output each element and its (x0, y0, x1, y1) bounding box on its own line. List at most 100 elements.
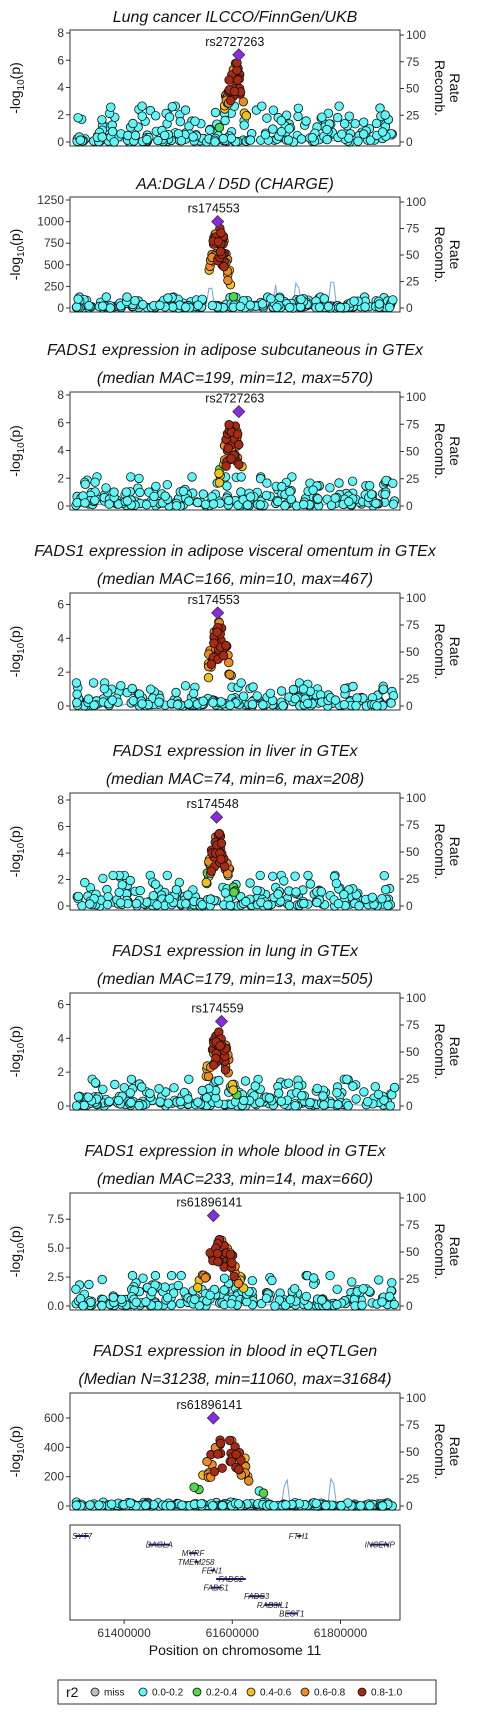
snp-point (188, 688, 199, 699)
snp-point (239, 120, 249, 130)
snp-point (359, 1087, 369, 1097)
y-tick-label: 4 (57, 846, 64, 860)
snp-point (200, 499, 211, 510)
snp-point (90, 495, 100, 506)
r-tick-label: 100 (406, 791, 426, 805)
snp-point (147, 1286, 157, 1297)
snp-point (206, 866, 217, 877)
y-tick-label: 2.5 (47, 1270, 64, 1284)
gene-label-rab3il1: RAB3IL1 (257, 1601, 289, 1610)
snp-point (85, 899, 95, 909)
snp-point (258, 1488, 269, 1498)
snp-point (389, 1299, 400, 1310)
snp-point (337, 129, 347, 139)
snp-point (212, 627, 222, 637)
snp-point (214, 828, 225, 839)
snp-point (83, 694, 94, 704)
r-tick-label: 100 (406, 991, 426, 1005)
panel-title: (Median N=31238, min=11060, max=31684) (78, 1371, 391, 1388)
legend-swatch (357, 1687, 367, 1697)
snp-point (180, 899, 191, 909)
r-axis-label: Rate (447, 1237, 463, 1267)
r-tick-label: 100 (406, 28, 426, 42)
snp-point (314, 302, 325, 312)
snp-point (278, 701, 288, 711)
snp-point (192, 497, 203, 508)
snp-point (221, 461, 231, 471)
snp-point (339, 700, 350, 710)
snp-point (380, 489, 390, 500)
snp-point (252, 691, 262, 701)
snp-point (312, 897, 322, 908)
snp-point (219, 1273, 230, 1284)
snp-point (89, 700, 99, 710)
snp-point (98, 873, 108, 884)
snp-point (212, 1248, 223, 1259)
snp-point (227, 1258, 237, 1268)
snp-point (140, 1500, 151, 1510)
snp-point (344, 133, 354, 143)
snp-point (239, 1095, 249, 1106)
snp-point (321, 1500, 331, 1511)
snp-point (224, 657, 234, 668)
snp-point (180, 105, 191, 115)
y-axis-label: -log10(p) (7, 62, 27, 114)
snp-point (189, 1294, 200, 1305)
y-tick-label: 250 (44, 279, 64, 293)
r-tick-label: 50 (406, 1245, 420, 1259)
lead-snp-label: rs2727263 (205, 392, 264, 406)
snp-point (301, 1291, 312, 1302)
snp-point (213, 1449, 223, 1459)
snp-point (138, 299, 148, 310)
snp-point (209, 638, 219, 648)
r-axis-label: Rate (447, 837, 463, 867)
snp-point (223, 275, 233, 286)
gene-label-incenp: INCENP (365, 1541, 396, 1550)
snp-point (348, 681, 358, 692)
snp-point (309, 1273, 319, 1283)
snp-point (188, 132, 198, 142)
snp-point (301, 116, 311, 126)
y-axis-label: -log10(p) (7, 626, 27, 678)
snp-point (163, 293, 173, 303)
snp-point (247, 699, 258, 710)
panel-title: FADS1 expression in adipose subcutaneous… (47, 342, 424, 359)
snp-point (308, 485, 318, 495)
snp-point (335, 302, 346, 313)
lead-snp-point (232, 405, 246, 419)
snp-point (177, 1500, 187, 1510)
snp-point (153, 135, 163, 146)
snp-point (175, 1096, 186, 1107)
snp-point (334, 478, 344, 488)
snp-point (85, 1500, 95, 1510)
legend-swatch (246, 1687, 256, 1697)
snp-point (322, 124, 332, 135)
snp-point (359, 117, 369, 127)
y-tick-label: 0 (57, 1099, 64, 1113)
snp-point (285, 1294, 296, 1305)
lead-snp-point (214, 1014, 229, 1028)
snp-point (241, 896, 251, 907)
snp-point (377, 1501, 388, 1511)
snp-point (384, 1291, 395, 1302)
snp-point (217, 1463, 227, 1473)
snp-point (226, 1299, 236, 1309)
r-tick-label: 75 (406, 618, 420, 632)
lead-snp-point (206, 1209, 220, 1223)
x-tick-label: 61600000 (206, 1626, 260, 1640)
snp-point (236, 678, 246, 688)
snp-point (141, 500, 152, 510)
snp-point (114, 887, 124, 898)
snp-point (128, 118, 138, 129)
snp-point (255, 1097, 265, 1108)
snp-point (97, 301, 108, 311)
snp-point (284, 124, 294, 134)
snp-point (225, 900, 236, 911)
snp-point (276, 1096, 287, 1107)
y-tick-label: 6 (57, 416, 64, 430)
snp-point (165, 1500, 176, 1511)
r-axis-label: Rate (447, 73, 463, 103)
legend-swatch (300, 1687, 310, 1697)
y-tick-label: 4 (57, 1031, 64, 1045)
snp-point (242, 500, 253, 510)
